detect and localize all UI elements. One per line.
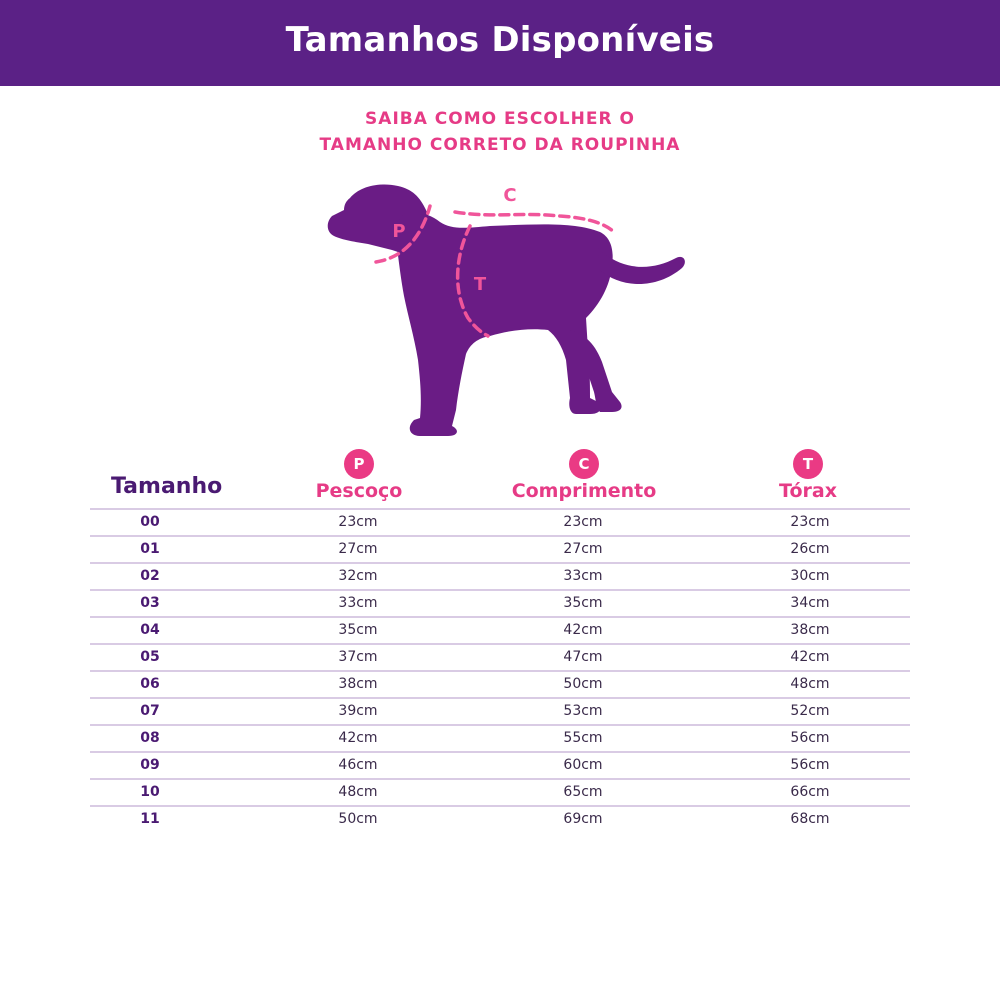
neck-cell: 23cm [338, 514, 378, 530]
length-cell: 27cm [563, 541, 603, 557]
length-column-header: C Comprimento [504, 449, 664, 502]
table-row: 00 23cm 23cm 23cm [90, 508, 910, 535]
table-row: 10 48cm 65cm 66cm [90, 778, 910, 805]
neck-cell: 46cm [338, 757, 378, 773]
length-measure-dash [453, 210, 616, 234]
table-row: 11 50cm 69cm 68cm [90, 805, 910, 832]
chest-cell: 42cm [790, 649, 830, 665]
length-cell: 33cm [563, 568, 603, 584]
size-cell: 06 [140, 676, 160, 692]
size-cell: 00 [140, 514, 160, 530]
length-cell: 60cm [563, 757, 603, 773]
neck-measure-dash [374, 204, 432, 264]
subtitle-line-2: TAMANHO CORRETO DA ROUPINHA [319, 135, 681, 155]
length-cell: 55cm [563, 730, 603, 746]
length-marker-label: C [503, 185, 516, 206]
chest-badge-icon: T [793, 449, 823, 479]
size-cell: 01 [140, 541, 160, 557]
length-cell: 69cm [563, 811, 603, 827]
length-cell: 53cm [563, 703, 603, 719]
table-row: 09 46cm 60cm 56cm [90, 751, 910, 778]
size-cell: 09 [140, 757, 160, 773]
chest-cell: 56cm [790, 730, 830, 746]
neck-column-label: Pescoço [315, 480, 403, 502]
table-row: 05 37cm 47cm 42cm [90, 643, 910, 670]
chest-cell: 68cm [790, 811, 830, 827]
neck-cell: 42cm [338, 730, 378, 746]
length-column-label: Comprimento [511, 480, 657, 502]
neck-cell: 50cm [338, 811, 378, 827]
size-cell: 11 [140, 811, 160, 827]
table-row: 06 38cm 50cm 48cm [90, 670, 910, 697]
length-badge-icon: C [569, 449, 599, 479]
chest-marker-label: T [474, 274, 487, 295]
neck-cell: 33cm [338, 595, 378, 611]
chest-cell: 56cm [790, 757, 830, 773]
dog-silhouette-icon [327, 184, 685, 436]
table-row: 08 42cm 55cm 56cm [90, 724, 910, 751]
neck-column-header: P Pescoço [299, 449, 419, 502]
neck-cell: 32cm [338, 568, 378, 584]
neck-badge-icon: P [344, 449, 374, 479]
chest-measure-dash [456, 224, 490, 338]
chest-cell: 23cm [790, 514, 830, 530]
neck-cell: 48cm [338, 784, 378, 800]
neck-cell: 39cm [338, 703, 378, 719]
length-cell: 35cm [563, 595, 603, 611]
dog-measurement-illustration: P C T [327, 184, 685, 436]
length-cell: 47cm [563, 649, 603, 665]
chest-cell: 30cm [790, 568, 830, 584]
chest-column-label: Tórax [779, 480, 837, 502]
table-row: 07 39cm 53cm 52cm [90, 697, 910, 724]
chest-cell: 38cm [790, 622, 830, 638]
size-column-header: Tamanho [111, 474, 223, 499]
subtitle-line-1: SAIBA COMO ESCOLHER O [365, 109, 635, 129]
size-table: 00 23cm 23cm 23cm 01 27cm 27cm 26cm 02 3… [90, 508, 910, 832]
chest-cell: 52cm [790, 703, 830, 719]
size-cell: 02 [140, 568, 160, 584]
table-row: 04 35cm 42cm 38cm [90, 616, 910, 643]
neck-cell: 37cm [338, 649, 378, 665]
table-row: 01 27cm 27cm 26cm [90, 535, 910, 562]
size-cell: 05 [140, 649, 160, 665]
chest-cell: 66cm [790, 784, 830, 800]
neck-cell: 27cm [338, 541, 378, 557]
chest-cell: 48cm [790, 676, 830, 692]
length-cell: 50cm [563, 676, 603, 692]
size-cell: 10 [140, 784, 160, 800]
length-cell: 42cm [563, 622, 603, 638]
length-cell: 65cm [563, 784, 603, 800]
header-bar: Tamanhos Disponíveis [0, 0, 1000, 86]
chest-cell: 26cm [790, 541, 830, 557]
neck-cell: 38cm [338, 676, 378, 692]
length-cell: 23cm [563, 514, 603, 530]
page-title: Tamanhos Disponíveis [285, 20, 715, 60]
neck-cell: 35cm [338, 622, 378, 638]
table-row: 03 33cm 35cm 34cm [90, 589, 910, 616]
size-cell: 07 [140, 703, 160, 719]
neck-marker-label: P [392, 221, 405, 242]
table-row: 02 32cm 33cm 30cm [90, 562, 910, 589]
size-cell: 04 [140, 622, 160, 638]
chest-column-header: T Tórax [758, 449, 858, 502]
measure-guide-subtitle: SAIBA COMO ESCOLHER O TAMANHO CORRETO DA… [0, 106, 1000, 158]
chest-cell: 34cm [790, 595, 830, 611]
size-cell: 03 [140, 595, 160, 611]
size-cell: 08 [140, 730, 160, 746]
